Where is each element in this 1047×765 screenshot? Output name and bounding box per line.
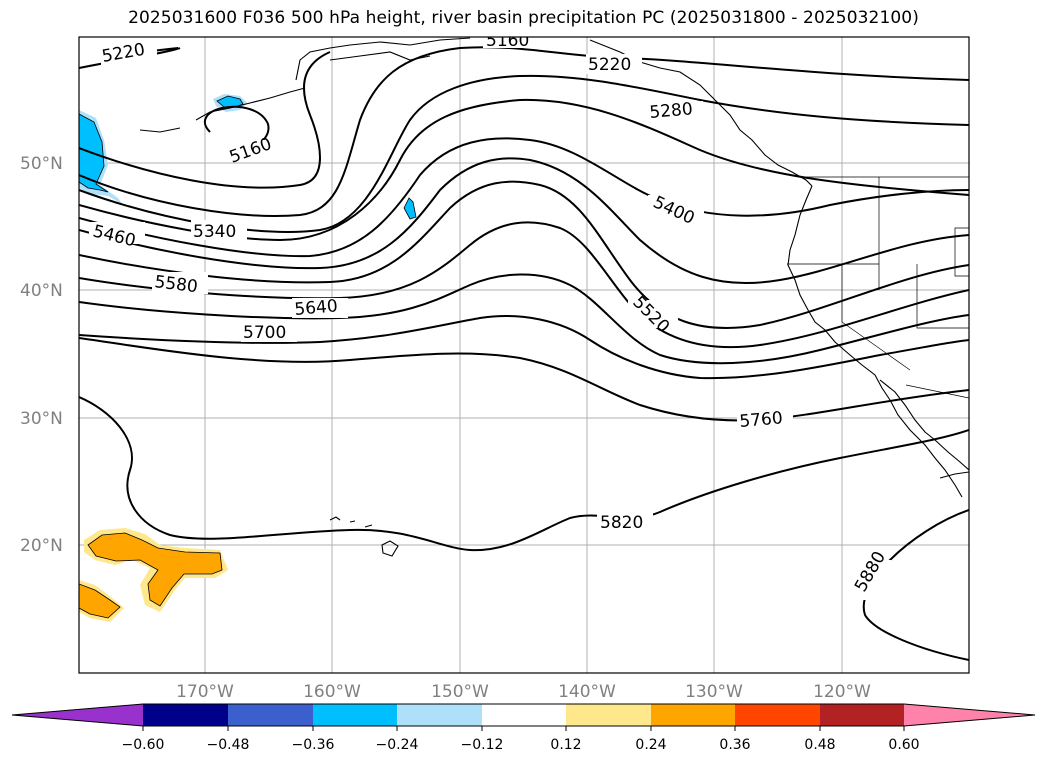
- colorbar-segment: [143, 704, 228, 726]
- contour-5700: [79, 315, 969, 380]
- colorbar-tick-label: −0.36: [292, 737, 335, 753]
- contour-5760: [79, 337, 969, 422]
- map-title: 2025031600 F036 500 hPa height, river ba…: [128, 8, 919, 28]
- map-area: 5220 5160 5160 5220 5280 5340 5400 5460 …: [79, 31, 969, 673]
- contour-labels: 5220 5160 5160 5220 5280 5340 5400 5460 …: [89, 31, 891, 600]
- colorbar-extend-left: [12, 704, 143, 726]
- contour-5340: [79, 98, 969, 242]
- lat-label: 40°N: [20, 281, 63, 301]
- lon-label: 130°W: [685, 682, 743, 702]
- contour-5820: [79, 396, 969, 552]
- colorbar-segment: [735, 704, 820, 726]
- coastlines: [139, 37, 969, 557]
- lon-label: 170°W: [176, 682, 234, 702]
- colorbar-ticks: [142, 726, 905, 731]
- hawaii-islands: [329, 516, 399, 557]
- contour-label: 5640: [294, 296, 339, 320]
- colorbar-tick-label: 0.48: [804, 737, 835, 753]
- contour-5640: [79, 273, 969, 365]
- lat-labels: 50°N 40°N 30°N 20°N: [20, 154, 63, 556]
- state-borders: [787, 177, 969, 399]
- colorbar-segment: [566, 704, 651, 726]
- contour-label: 5280: [649, 99, 694, 123]
- neg-anomaly-mid: [403, 197, 417, 220]
- us-west-coast: [787, 185, 963, 498]
- colorbar-segment: [651, 704, 735, 726]
- lat-label: 50°N: [20, 154, 63, 174]
- colorbar-segment: [397, 704, 482, 726]
- lon-label: 150°W: [431, 682, 489, 702]
- contour-5400: [79, 137, 969, 258]
- colorbar-tick-label: −0.60: [122, 737, 165, 753]
- colorbar-segment: [482, 704, 566, 726]
- contour-label: 5700: [243, 323, 286, 343]
- colorbar-tick-label: 0.24: [635, 737, 666, 753]
- colorbar-tick-label: −0.12: [461, 737, 504, 753]
- pos-anomaly-sw: [79, 583, 121, 619]
- colorbar-tick-label: 0.60: [888, 737, 919, 753]
- colorbar-tick-label: −0.48: [207, 737, 250, 753]
- pacific-nw-coast: [589, 39, 813, 187]
- alaska-coast: [139, 37, 471, 133]
- lon-label: 160°W: [303, 682, 361, 702]
- contour-label: 5340: [193, 222, 236, 242]
- colorbar-segment: [313, 704, 397, 726]
- contour-label: 5820: [600, 513, 643, 533]
- colorbar-tick-label: −0.24: [376, 737, 419, 753]
- borders: [787, 176, 969, 399]
- contour-5160-low: [79, 51, 331, 189]
- contour-5280: [79, 74, 969, 233]
- contour-label: 5220: [588, 55, 631, 75]
- pos-anomaly-hawaii: [87, 532, 223, 607]
- lat-label: 30°N: [20, 409, 63, 429]
- lon-labels: 170°W 160°W 150°W 140°W 130°W 120°W: [176, 682, 871, 702]
- map-frame: [78, 36, 970, 674]
- baja-coast: [879, 379, 969, 471]
- colorbar: −0.60 −0.48 −0.36 −0.24 −0.12 0.12 0.24 …: [11, 703, 1036, 753]
- contour-label: 5760: [739, 408, 784, 432]
- colorbar-segment: [820, 704, 904, 726]
- contour-5520: [79, 180, 969, 329]
- contour-5220: [79, 46, 969, 217]
- colorbar-segment: [228, 704, 313, 726]
- lon-label: 120°W: [813, 682, 871, 702]
- lat-label: 20°N: [20, 536, 63, 556]
- colorbar-tick-label: 0.12: [550, 737, 581, 753]
- contour-5460: [79, 157, 969, 284]
- lon-label: 140°W: [558, 682, 616, 702]
- colorbar-tick-label: 0.36: [719, 737, 750, 753]
- contour-label: 5160: [486, 31, 529, 51]
- mexico-coast: [939, 471, 969, 479]
- colorbar-extend-right: [904, 704, 1035, 726]
